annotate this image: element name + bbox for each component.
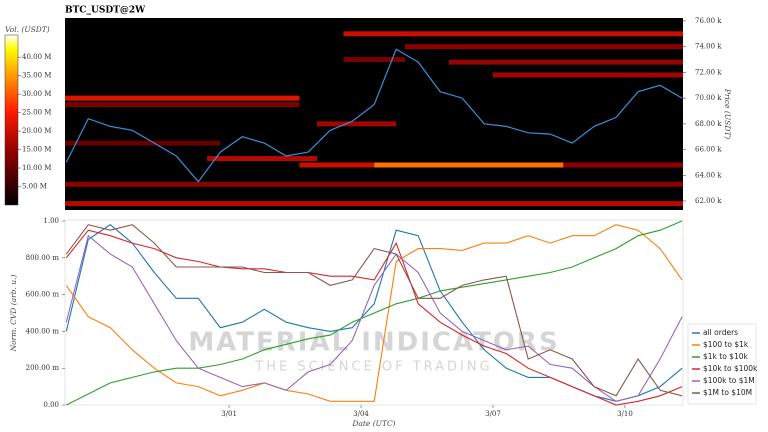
heatmap-cell bbox=[563, 162, 683, 168]
y-axis-label: Norm. CVD (arb. u.) bbox=[9, 275, 18, 353]
legend-label: $1M to $10M bbox=[703, 388, 752, 397]
y-tick-label: 74.00 k bbox=[695, 43, 722, 51]
price-line bbox=[65, 48, 683, 183]
legend-label: $100k to $1M bbox=[703, 376, 755, 385]
heatmap-cell bbox=[65, 140, 221, 146]
y-tick-label: 76.00 k bbox=[695, 17, 722, 25]
heatmap-cell bbox=[492, 72, 683, 78]
y-tick-label: 62.00 k bbox=[695, 197, 722, 205]
heatmap-cell bbox=[317, 121, 397, 127]
heatmap-cell bbox=[299, 162, 375, 168]
x-tick-label: 3/07 bbox=[485, 410, 501, 418]
colorbar-tick-label: 10.00 M bbox=[22, 164, 51, 172]
heatmap-cell bbox=[65, 181, 683, 187]
y-tick-label: 66.00 k bbox=[695, 146, 722, 154]
y-tick-label: 0.00 bbox=[43, 401, 59, 409]
watermark: THE SCIENCE OF TRADING bbox=[254, 360, 492, 375]
legend bbox=[687, 323, 757, 405]
legend-label: $10k to $100k bbox=[703, 364, 758, 373]
cvd-line bbox=[65, 229, 683, 406]
heatmap-cell bbox=[343, 31, 683, 37]
colorbar-label: Vol. (USDT) bbox=[5, 25, 50, 34]
heatmap-cell bbox=[207, 156, 318, 162]
heatmap-cell bbox=[448, 59, 683, 65]
heatmap-cell bbox=[65, 201, 683, 207]
colorbar-tick-label: 35.00 M bbox=[22, 72, 51, 80]
cvd-line bbox=[65, 224, 683, 397]
heatmap-cell bbox=[65, 95, 300, 101]
y-tick-label: 400.00 m bbox=[26, 327, 60, 335]
legend-label: all orders bbox=[703, 328, 738, 337]
heatmap-cell bbox=[405, 44, 683, 50]
x-tick-label: 3/10 bbox=[617, 410, 633, 418]
y-tick-label: 200.00 m bbox=[26, 364, 60, 372]
y-tick-label: 68.00 k bbox=[695, 120, 722, 128]
x-axis-label: Date (UTC) bbox=[351, 419, 395, 428]
colorbar-tick-label: 25.00 M bbox=[22, 109, 51, 117]
legend-label: $100 to $1k bbox=[703, 340, 749, 349]
chart-title: BTC_USDT@2W bbox=[65, 6, 146, 16]
y-axis-label: Price (USDT) bbox=[723, 88, 732, 139]
colorbar-tick-label: 15.00 M bbox=[22, 146, 51, 154]
heatmap-cell bbox=[65, 102, 300, 108]
colorbar-tick-label: 20.00 M bbox=[22, 127, 51, 135]
heatmap-cell bbox=[343, 57, 406, 63]
y-tick-label: 70.00 k bbox=[695, 94, 722, 102]
colorbar-tick-label: 5.00 M bbox=[22, 183, 47, 191]
heatmap-cell bbox=[374, 162, 564, 168]
x-tick-label: 3/04 bbox=[353, 410, 369, 418]
y-tick-label: 1.00 bbox=[43, 217, 59, 225]
colorbar-tick-label: 40.00 M bbox=[22, 53, 51, 61]
colorbar bbox=[4, 34, 19, 206]
cvd-line bbox=[66, 220, 683, 406]
y-tick-label: 600.00 m bbox=[26, 291, 60, 299]
heatmap-background bbox=[65, 18, 683, 210]
legend-label: $1k to $10k bbox=[703, 352, 748, 361]
plot-frame bbox=[64, 219, 684, 406]
colorbar-tick-label: 30.00 M bbox=[22, 90, 51, 98]
y-tick-label: 64.00 k bbox=[695, 171, 722, 179]
cvd-line bbox=[65, 234, 683, 402]
x-tick-label: 3/01 bbox=[221, 410, 237, 418]
watermark: MATERIAL INDICATORS bbox=[188, 328, 559, 358]
cvd-line bbox=[65, 224, 683, 402]
y-tick-label: 72.00 k bbox=[695, 68, 722, 76]
y-tick-label: 800.00 m bbox=[26, 254, 60, 262]
